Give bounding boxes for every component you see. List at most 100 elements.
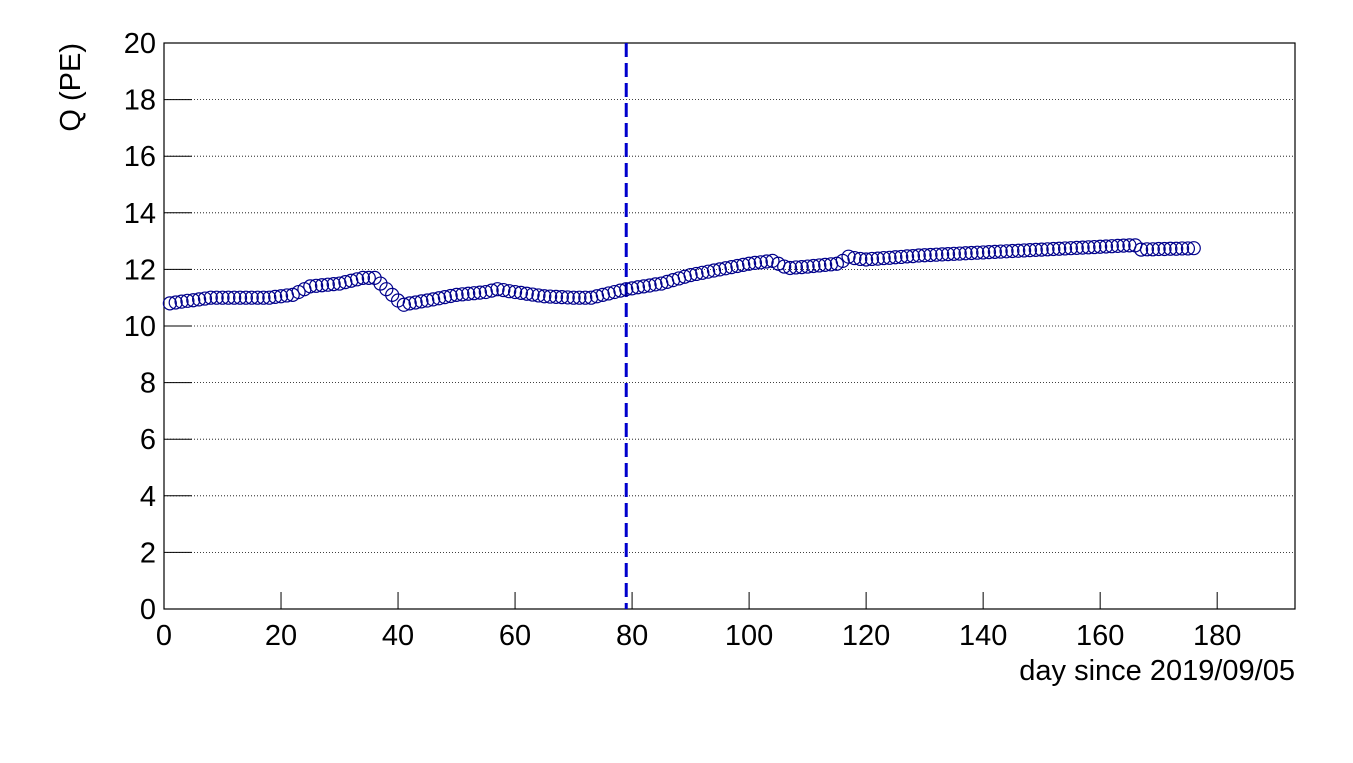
data-point bbox=[174, 294, 189, 309]
data-point bbox=[841, 249, 856, 264]
data-point bbox=[806, 258, 821, 274]
data-point bbox=[1069, 240, 1084, 255]
data-point bbox=[1151, 241, 1166, 257]
y-axis-label: Q (PE) bbox=[55, 43, 87, 132]
y-tick-label: 0 bbox=[140, 594, 156, 626]
data-point bbox=[689, 266, 704, 282]
data-point bbox=[1022, 243, 1038, 258]
data-point bbox=[1134, 242, 1149, 257]
data-point bbox=[548, 289, 564, 304]
y-tick-label: 10 bbox=[124, 311, 156, 343]
data-point bbox=[355, 270, 371, 285]
data-point bbox=[420, 293, 435, 308]
data-point bbox=[911, 248, 926, 263]
data-point bbox=[502, 284, 517, 299]
data-point bbox=[642, 278, 657, 293]
data-point bbox=[414, 294, 429, 309]
data-point bbox=[273, 289, 289, 304]
data-point bbox=[800, 259, 815, 274]
data-point bbox=[695, 265, 710, 280]
data-point bbox=[724, 260, 739, 275]
data-point bbox=[519, 286, 534, 301]
data-point bbox=[812, 258, 827, 273]
data-point bbox=[1098, 239, 1114, 254]
x-tick-label: 100 bbox=[725, 620, 773, 652]
data-point bbox=[572, 290, 587, 305]
data-point bbox=[303, 279, 318, 294]
data-point bbox=[1016, 243, 1032, 258]
data-point bbox=[899, 249, 915, 264]
data-point bbox=[268, 289, 283, 304]
x-tick-label: 180 bbox=[1193, 620, 1241, 652]
data-point bbox=[788, 260, 804, 275]
data-point bbox=[917, 248, 932, 263]
data-point bbox=[566, 290, 581, 305]
data-point bbox=[513, 285, 529, 300]
data-point bbox=[244, 290, 259, 305]
data-point bbox=[1139, 242, 1155, 257]
data-point bbox=[484, 283, 499, 298]
data-point bbox=[706, 263, 722, 278]
data-point bbox=[431, 291, 447, 306]
data-point bbox=[882, 250, 897, 265]
data-point bbox=[964, 245, 979, 261]
data-point bbox=[402, 296, 417, 311]
data-point bbox=[256, 290, 271, 305]
data-point bbox=[1163, 241, 1178, 256]
data-point bbox=[935, 247, 950, 262]
y-tick-label: 8 bbox=[140, 368, 156, 400]
data-point bbox=[1063, 241, 1079, 256]
data-point bbox=[1145, 242, 1160, 257]
data-point bbox=[630, 280, 646, 295]
data-point bbox=[1081, 240, 1096, 255]
x-tick-label: 40 bbox=[382, 620, 414, 652]
y-tick-label: 14 bbox=[124, 198, 156, 230]
data-point bbox=[221, 290, 236, 305]
x-tick-label: 140 bbox=[959, 620, 1007, 652]
data-point bbox=[1034, 242, 1049, 257]
data-point bbox=[314, 278, 330, 293]
data-point bbox=[455, 287, 470, 302]
data-point bbox=[1104, 239, 1119, 254]
x-tick-label: 20 bbox=[265, 620, 297, 652]
data-point bbox=[461, 286, 476, 301]
data-point bbox=[613, 283, 628, 298]
data-point bbox=[1128, 238, 1143, 253]
data-point bbox=[1169, 241, 1184, 256]
data-point bbox=[1116, 238, 1131, 253]
data-point bbox=[970, 245, 985, 260]
data-point bbox=[262, 290, 277, 305]
data-point bbox=[168, 295, 183, 310]
plot-frame bbox=[163, 42, 1296, 610]
data-point bbox=[186, 293, 201, 308]
data-point bbox=[782, 260, 798, 276]
data-point bbox=[197, 291, 213, 306]
data-point bbox=[619, 282, 634, 297]
data-point bbox=[718, 261, 733, 276]
data-point bbox=[847, 250, 862, 266]
data-point bbox=[1093, 239, 1108, 254]
data-point bbox=[227, 290, 242, 305]
data-point bbox=[870, 251, 885, 266]
data-point bbox=[777, 259, 792, 274]
data-point bbox=[701, 264, 716, 279]
data-point bbox=[859, 252, 874, 267]
data-point bbox=[987, 244, 1002, 259]
data-point bbox=[1110, 238, 1125, 254]
data-point bbox=[1005, 243, 1020, 259]
data-point bbox=[554, 290, 569, 305]
data-point bbox=[238, 290, 254, 305]
data-point bbox=[209, 290, 224, 305]
data-point bbox=[853, 251, 868, 267]
data-point bbox=[250, 290, 265, 305]
data-point bbox=[712, 262, 727, 277]
data-point bbox=[747, 255, 763, 270]
data-point bbox=[958, 246, 973, 261]
data-point bbox=[232, 290, 248, 305]
x-tick-label: 0 bbox=[156, 620, 172, 652]
data-point bbox=[309, 278, 324, 293]
y-tick-label: 4 bbox=[140, 481, 156, 513]
data-point bbox=[736, 257, 751, 272]
data-point bbox=[1122, 238, 1137, 253]
data-point bbox=[1186, 241, 1201, 256]
